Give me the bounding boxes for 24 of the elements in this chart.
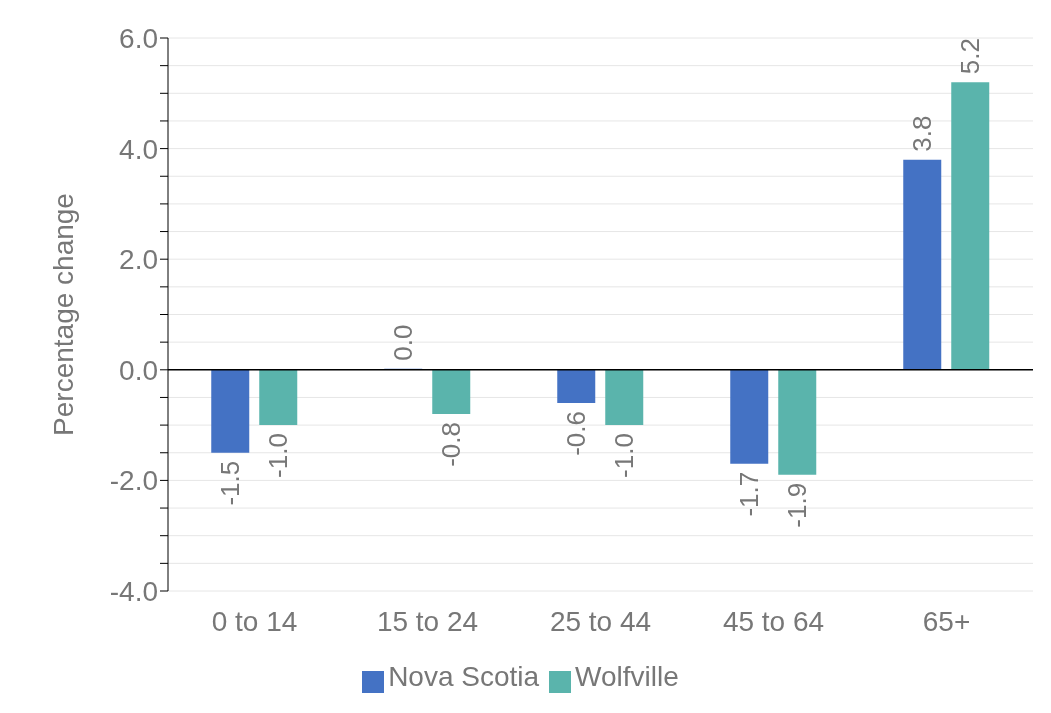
- data-label: 5.2: [955, 38, 986, 75]
- data-label: -0.8: [436, 422, 467, 467]
- y-tick-label: 6.0: [119, 22, 158, 54]
- y-axis-title: Percentage change: [47, 193, 79, 436]
- data-label: -0.6: [561, 410, 592, 456]
- y-tick-label: -2.0: [109, 465, 158, 497]
- data-label: -1.0: [263, 433, 294, 478]
- x-tick-label: 0 to 14: [211, 605, 298, 637]
- data-label: -1.0: [609, 433, 640, 478]
- x-tick-label: 25 to 44: [549, 605, 652, 637]
- x-tick-label: 45 to 64: [722, 605, 825, 637]
- y-tick-label: 0.0: [119, 354, 158, 386]
- y-tick-label: -4.0: [109, 575, 158, 607]
- legend-label: Nova Scotia: [388, 661, 540, 692]
- data-label: -1.7: [734, 471, 765, 517]
- legend-label: Wolfville: [575, 661, 679, 692]
- data-label: -1.5: [215, 460, 246, 506]
- data-label: -1.9: [782, 482, 813, 528]
- y-tick-label: 4.0: [119, 133, 158, 165]
- x-tick-label: 65+: [922, 605, 971, 637]
- data-label: 0.0: [388, 324, 419, 361]
- data-label: 3.8: [907, 115, 938, 152]
- x-tick-label: 15 to 24: [376, 605, 479, 637]
- y-tick-label: 2.0: [119, 244, 158, 276]
